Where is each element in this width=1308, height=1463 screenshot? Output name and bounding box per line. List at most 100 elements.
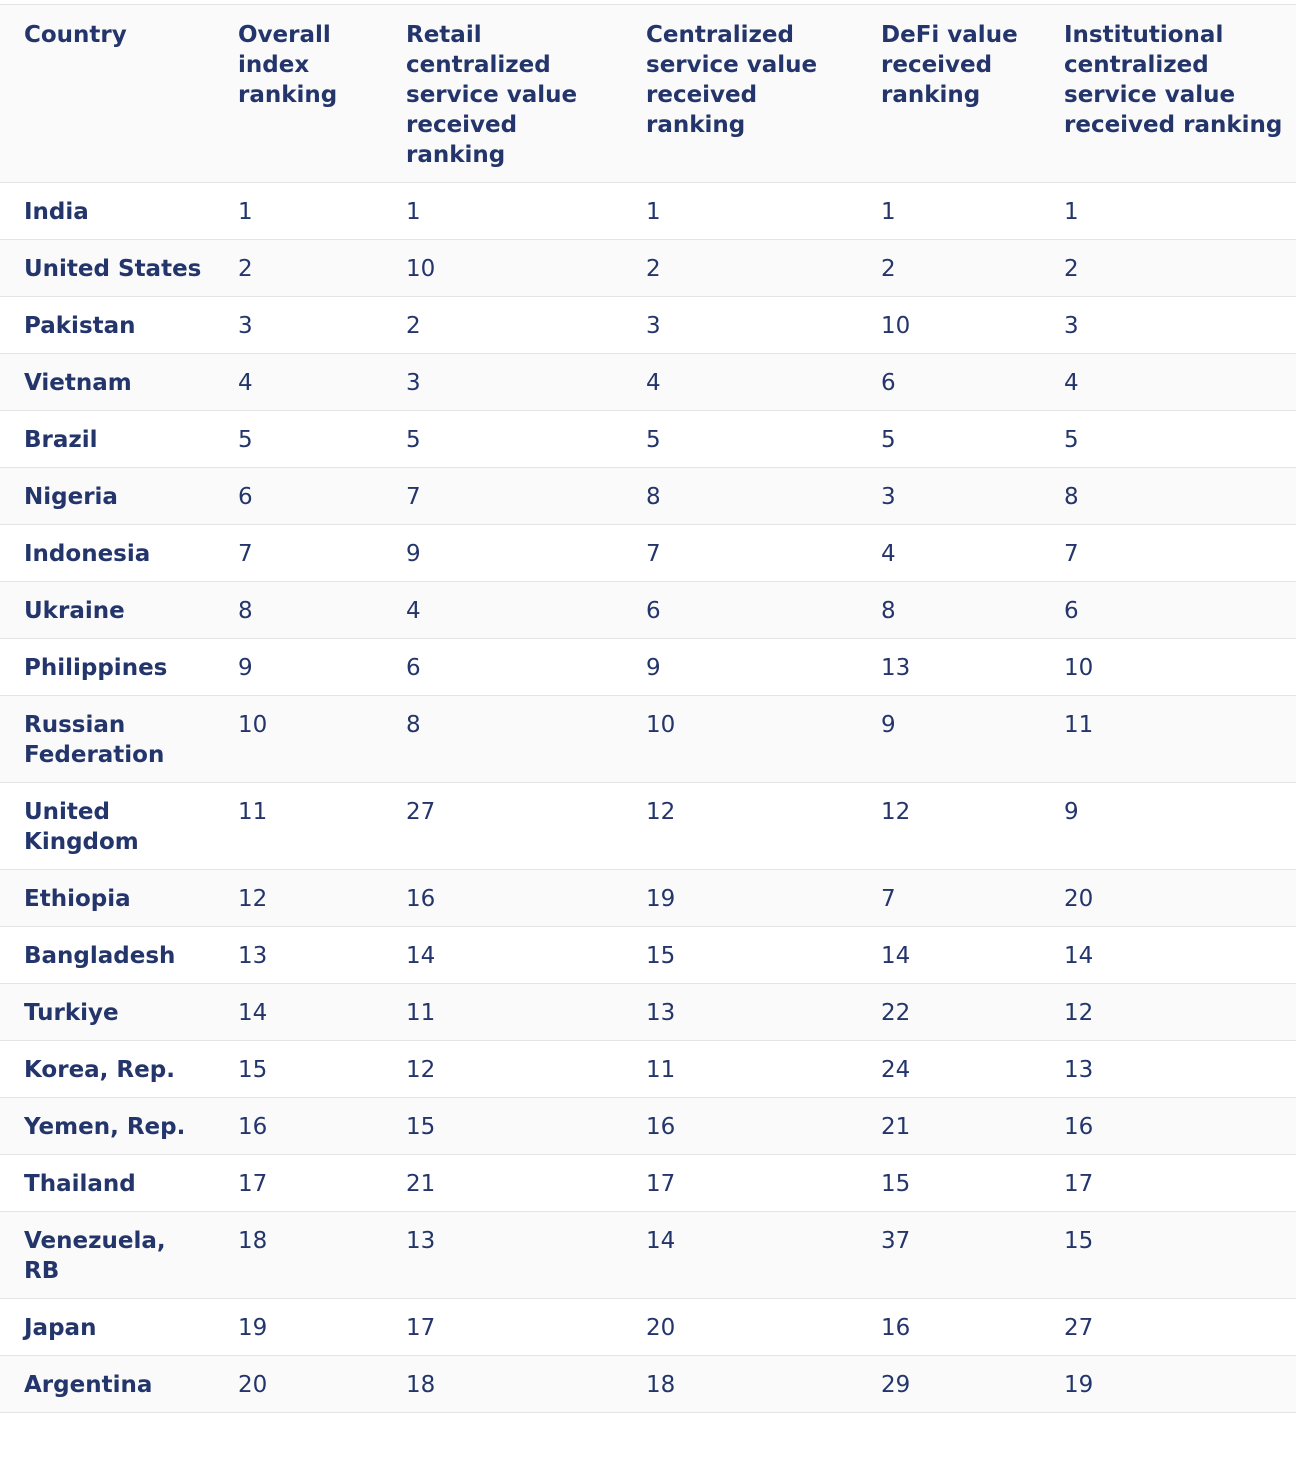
table-row: Brazil 5 5 5 5 5 — [0, 410, 1296, 468]
ranking-cell: 16 — [1040, 1097, 1296, 1155]
ranking-cell: 11 — [382, 983, 622, 1041]
ranking-cell: 8 — [1040, 467, 1296, 525]
ranking-cell: 8 — [622, 467, 857, 525]
ranking-cell: 7 — [1040, 524, 1296, 582]
ranking-cell: 2 — [214, 239, 382, 297]
ranking-cell: 3 — [1040, 296, 1296, 354]
ranking-cell: 13 — [622, 983, 857, 1041]
table-row: Russian Federation 10 8 10 9 11 — [0, 695, 1296, 783]
ranking-cell: 3 — [622, 296, 857, 354]
ranking-cell: 18 — [382, 1355, 622, 1413]
ranking-cell: 5 — [622, 410, 857, 468]
ranking-cell: 10 — [382, 239, 622, 297]
ranking-cell: 5 — [382, 410, 622, 468]
country-cell: India — [0, 182, 214, 240]
column-header: DeFi value received ranking — [857, 4, 1040, 183]
ranking-cell: 4 — [622, 353, 857, 411]
column-header: Institutional centralized service value … — [1040, 4, 1296, 183]
ranking-cell: 2 — [382, 296, 622, 354]
ranking-cell: 6 — [857, 353, 1040, 411]
ranking-cell: 37 — [857, 1211, 1040, 1299]
table-row: Vietnam 4 3 4 6 4 — [0, 353, 1296, 411]
ranking-cell: 2 — [622, 239, 857, 297]
table-row: Korea, Rep. 15 12 11 24 13 — [0, 1040, 1296, 1098]
country-cell: Ethiopia — [0, 869, 214, 927]
table-row: India 1 1 1 1 1 — [0, 182, 1296, 240]
ranking-cell: 17 — [622, 1154, 857, 1212]
ranking-cell: 13 — [857, 638, 1040, 696]
country-cell: Korea, Rep. — [0, 1040, 214, 1098]
table-row: Ukraine 8 4 6 8 6 — [0, 581, 1296, 639]
ranking-cell: 14 — [1040, 926, 1296, 984]
ranking-cell: 3 — [382, 353, 622, 411]
ranking-cell: 1 — [622, 182, 857, 240]
ranking-cell: 3 — [214, 296, 382, 354]
ranking-cell: 14 — [214, 983, 382, 1041]
ranking-cell: 13 — [382, 1211, 622, 1299]
country-cell: Brazil — [0, 410, 214, 468]
ranking-cell: 9 — [857, 695, 1040, 783]
ranking-cell: 1 — [382, 182, 622, 240]
ranking-cell: 20 — [622, 1298, 857, 1356]
table-header-row: Country Overall index ranking Retail centr… — [0, 4, 1296, 183]
table-row: Thailand 17 21 17 15 17 — [0, 1154, 1296, 1212]
ranking-cell: 10 — [214, 695, 382, 783]
ranking-cell: 19 — [214, 1298, 382, 1356]
column-header: Retail centralized service value receive… — [382, 4, 622, 183]
ranking-cell: 15 — [214, 1040, 382, 1098]
column-header: Overall index ranking — [214, 4, 382, 183]
country-cell: Philippines — [0, 638, 214, 696]
ranking-cell: 17 — [1040, 1154, 1296, 1212]
ranking-cell: 14 — [382, 926, 622, 984]
ranking-cell: 12 — [214, 869, 382, 927]
ranking-cell: 21 — [382, 1154, 622, 1212]
ranking-cell: 5 — [1040, 410, 1296, 468]
column-header: Country — [0, 4, 214, 183]
table-row: Indonesia 7 9 7 4 7 — [0, 524, 1296, 582]
table-row: Ethiopia 12 16 19 7 20 — [0, 869, 1296, 927]
country-cell: Pakistan — [0, 296, 214, 354]
ranking-cell: 12 — [857, 782, 1040, 870]
ranking-cell: 18 — [622, 1355, 857, 1413]
country-ranking-table: Country Overall index ranking Retail centr… — [0, 4, 1296, 1413]
ranking-cell: 18 — [214, 1211, 382, 1299]
ranking-cell: 12 — [1040, 983, 1296, 1041]
country-cell: Indonesia — [0, 524, 214, 582]
ranking-cell: 16 — [622, 1097, 857, 1155]
ranking-cell: 17 — [382, 1298, 622, 1356]
country-cell: United States — [0, 239, 214, 297]
ranking-cell: 20 — [214, 1355, 382, 1413]
ranking-cell: 4 — [857, 524, 1040, 582]
ranking-cell: 6 — [622, 581, 857, 639]
table-row: Nigeria 6 7 8 3 8 — [0, 467, 1296, 525]
country-cell: Argentina — [0, 1355, 214, 1413]
ranking-cell: 10 — [622, 695, 857, 783]
ranking-cell: 15 — [857, 1154, 1040, 1212]
ranking-cell: 15 — [622, 926, 857, 984]
ranking-cell: 9 — [214, 638, 382, 696]
table-row: Yemen, Rep. 16 15 16 21 16 — [0, 1097, 1296, 1155]
country-cell: Vietnam — [0, 353, 214, 411]
table-row: Venezuela, RB 18 13 14 37 15 — [0, 1211, 1296, 1299]
table-row: Philippines 9 6 9 13 10 — [0, 638, 1296, 696]
ranking-cell: 9 — [622, 638, 857, 696]
ranking-cell: 21 — [857, 1097, 1040, 1155]
ranking-cell: 12 — [622, 782, 857, 870]
ranking-cell: 16 — [382, 869, 622, 927]
table-row: United States 2 10 2 2 2 — [0, 239, 1296, 297]
table-row: United Kingdom 11 27 12 12 9 — [0, 782, 1296, 870]
ranking-cell: 15 — [382, 1097, 622, 1155]
ranking-cell: 6 — [214, 467, 382, 525]
ranking-cell: 5 — [214, 410, 382, 468]
country-cell: United Kingdom — [0, 782, 214, 870]
ranking-cell: 24 — [857, 1040, 1040, 1098]
country-cell: Yemen, Rep. — [0, 1097, 214, 1155]
ranking-cell: 8 — [857, 581, 1040, 639]
ranking-cell: 7 — [214, 524, 382, 582]
ranking-cell: 6 — [1040, 581, 1296, 639]
ranking-cell: 13 — [1040, 1040, 1296, 1098]
country-cell: Japan — [0, 1298, 214, 1356]
ranking-cell: 19 — [1040, 1355, 1296, 1413]
ranking-cell: 12 — [382, 1040, 622, 1098]
ranking-cell: 15 — [1040, 1211, 1296, 1299]
